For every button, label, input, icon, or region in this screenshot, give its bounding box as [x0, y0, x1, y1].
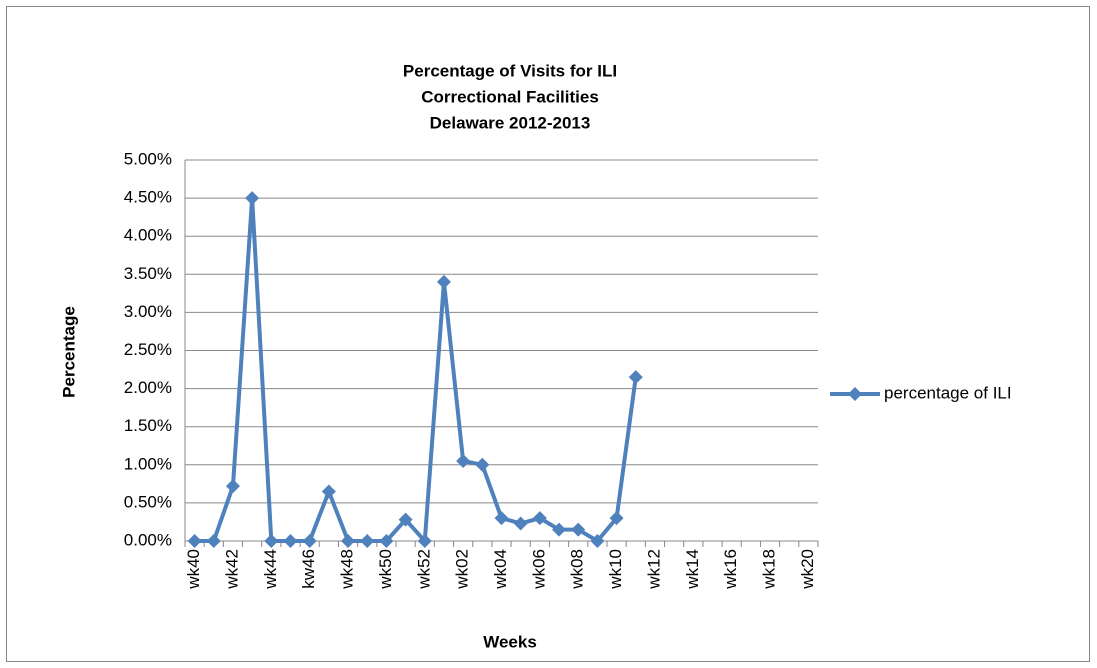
marker: [571, 522, 586, 537]
x-tick-label: wk04: [491, 549, 510, 590]
x-tick-label: wk40: [184, 549, 203, 590]
marker: [264, 534, 279, 548]
y-tick-label: 4.00%: [124, 226, 172, 245]
marker: [456, 453, 471, 468]
x-tick-label: wk18: [760, 549, 779, 590]
x-tick-label: wk12: [644, 549, 663, 590]
x-tick-label: wk42: [222, 549, 241, 590]
marker: [321, 484, 336, 499]
y-tick-label: 5.00%: [124, 149, 172, 168]
marker: [341, 534, 356, 548]
marker: [398, 512, 413, 527]
marker: [283, 534, 298, 548]
x-tick-label: wk14: [683, 549, 702, 590]
y-tick-label: 1.50%: [124, 416, 172, 435]
y-tick-label: 2.00%: [124, 378, 172, 397]
y-axis-title: Percentage: [59, 306, 78, 398]
x-tick-label: wk52: [414, 549, 433, 590]
marker: [436, 274, 451, 289]
x-tick-label: wk08: [568, 549, 587, 590]
y-tick-label: 2.50%: [124, 340, 172, 359]
marker: [245, 191, 260, 206]
x-tick-label: kw46: [299, 549, 318, 589]
marker: [552, 522, 567, 537]
legend-marker: [848, 387, 862, 401]
x-tick-label: wk44: [261, 549, 280, 590]
marker: [302, 534, 317, 548]
y-tick-label: 4.50%: [124, 188, 172, 207]
y-tick-label: 3.50%: [124, 264, 172, 283]
marker: [206, 534, 221, 548]
marker: [187, 534, 202, 548]
x-tick-label: wk06: [529, 549, 548, 590]
x-tick-label: wk50: [376, 549, 395, 590]
y-tick-label: 3.00%: [124, 302, 172, 321]
marker: [379, 534, 394, 548]
marker: [609, 511, 624, 526]
marker: [494, 511, 509, 526]
marker: [628, 370, 643, 385]
y-tick-label: 1.00%: [124, 454, 172, 473]
x-tick-label: wk16: [721, 549, 740, 590]
chart-title: Percentage of Visits for ILI: [403, 61, 617, 80]
marker: [417, 534, 432, 548]
x-tick-label: wk10: [606, 549, 625, 590]
chart-border: [6, 6, 1090, 662]
x-tick-label: wk20: [798, 549, 817, 590]
legend-label: percentage of ILI: [884, 383, 1012, 402]
marker: [513, 516, 528, 531]
y-tick-label: 0.00%: [124, 530, 172, 549]
marker: [532, 511, 547, 526]
y-tick-label: 0.50%: [124, 492, 172, 511]
marker: [590, 534, 605, 548]
x-tick-label: wk48: [338, 549, 357, 590]
marker: [225, 479, 240, 494]
chart-title: Correctional Facilities: [421, 87, 599, 106]
x-axis-title: Weeks: [483, 632, 537, 651]
x-tick-label: wk02: [453, 549, 472, 590]
marker: [360, 534, 375, 548]
chart-title: Delaware 2012-2013: [430, 113, 591, 132]
marker: [475, 457, 490, 472]
